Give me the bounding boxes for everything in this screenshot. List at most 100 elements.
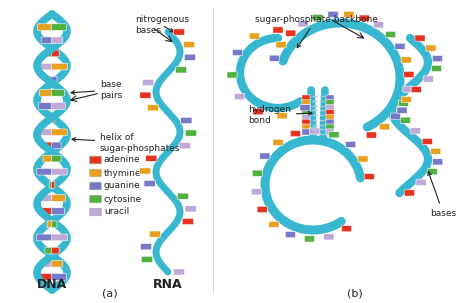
FancyBboxPatch shape (175, 67, 187, 73)
FancyBboxPatch shape (51, 63, 68, 70)
Text: RNA: RNA (153, 278, 183, 291)
FancyBboxPatch shape (38, 103, 53, 109)
FancyBboxPatch shape (300, 105, 310, 111)
FancyBboxPatch shape (422, 138, 432, 145)
FancyBboxPatch shape (404, 190, 415, 196)
FancyBboxPatch shape (302, 109, 310, 116)
FancyBboxPatch shape (37, 24, 53, 31)
FancyBboxPatch shape (431, 65, 442, 72)
FancyBboxPatch shape (260, 153, 270, 159)
FancyBboxPatch shape (51, 50, 59, 57)
FancyBboxPatch shape (269, 55, 280, 61)
FancyBboxPatch shape (366, 132, 376, 138)
Text: sugar-phosphate backbone: sugar-phosphate backbone (255, 15, 378, 48)
FancyBboxPatch shape (182, 218, 193, 225)
FancyBboxPatch shape (140, 244, 152, 250)
FancyBboxPatch shape (273, 139, 283, 145)
FancyBboxPatch shape (51, 195, 65, 201)
FancyBboxPatch shape (47, 221, 53, 228)
FancyBboxPatch shape (329, 132, 339, 138)
FancyBboxPatch shape (51, 168, 67, 175)
FancyBboxPatch shape (433, 159, 443, 165)
FancyBboxPatch shape (141, 256, 153, 262)
FancyBboxPatch shape (249, 33, 259, 39)
FancyBboxPatch shape (304, 236, 315, 242)
FancyBboxPatch shape (374, 22, 383, 28)
FancyBboxPatch shape (344, 12, 354, 18)
FancyBboxPatch shape (326, 119, 334, 125)
FancyBboxPatch shape (401, 96, 411, 103)
FancyBboxPatch shape (257, 206, 267, 213)
FancyBboxPatch shape (185, 206, 196, 212)
Text: DNA: DNA (37, 278, 67, 291)
Text: (a): (a) (102, 289, 118, 299)
FancyBboxPatch shape (173, 269, 184, 275)
FancyBboxPatch shape (139, 168, 151, 174)
FancyBboxPatch shape (432, 55, 443, 62)
FancyBboxPatch shape (51, 221, 57, 228)
FancyBboxPatch shape (411, 86, 421, 93)
FancyBboxPatch shape (326, 105, 334, 111)
FancyBboxPatch shape (326, 114, 334, 121)
FancyBboxPatch shape (403, 86, 413, 92)
FancyBboxPatch shape (326, 124, 334, 130)
Text: helix of
sugar-phosphates: helix of sugar-phosphates (72, 133, 181, 153)
FancyBboxPatch shape (269, 221, 279, 228)
FancyBboxPatch shape (276, 42, 286, 48)
FancyBboxPatch shape (36, 234, 53, 241)
FancyBboxPatch shape (51, 260, 63, 267)
FancyBboxPatch shape (177, 193, 189, 199)
FancyBboxPatch shape (232, 49, 243, 56)
FancyBboxPatch shape (324, 234, 334, 240)
FancyBboxPatch shape (253, 109, 263, 115)
FancyBboxPatch shape (143, 79, 154, 86)
FancyBboxPatch shape (51, 274, 66, 280)
Text: guanine: guanine (104, 181, 141, 191)
Text: nitrogenous
bases: nitrogenous bases (135, 15, 189, 35)
FancyBboxPatch shape (37, 168, 53, 175)
FancyBboxPatch shape (37, 129, 53, 136)
Text: (b): (b) (347, 289, 363, 299)
FancyBboxPatch shape (415, 35, 425, 41)
Text: cytosine: cytosine (104, 195, 142, 204)
FancyBboxPatch shape (147, 105, 159, 111)
FancyBboxPatch shape (36, 63, 53, 70)
FancyBboxPatch shape (310, 128, 320, 134)
FancyBboxPatch shape (90, 169, 101, 177)
FancyBboxPatch shape (302, 124, 310, 130)
FancyBboxPatch shape (398, 100, 409, 106)
FancyBboxPatch shape (290, 131, 301, 137)
FancyBboxPatch shape (326, 109, 334, 116)
FancyBboxPatch shape (51, 37, 63, 44)
FancyBboxPatch shape (391, 113, 401, 119)
FancyBboxPatch shape (90, 156, 101, 164)
FancyBboxPatch shape (397, 107, 407, 113)
FancyBboxPatch shape (358, 156, 368, 162)
FancyBboxPatch shape (302, 129, 310, 135)
FancyBboxPatch shape (252, 170, 263, 176)
FancyBboxPatch shape (41, 37, 53, 44)
FancyBboxPatch shape (395, 43, 405, 49)
FancyBboxPatch shape (51, 181, 55, 188)
FancyBboxPatch shape (51, 155, 61, 162)
FancyBboxPatch shape (380, 124, 390, 130)
FancyBboxPatch shape (51, 208, 64, 215)
FancyBboxPatch shape (227, 72, 237, 78)
FancyBboxPatch shape (385, 31, 396, 38)
FancyBboxPatch shape (41, 260, 53, 267)
FancyBboxPatch shape (302, 114, 310, 121)
FancyBboxPatch shape (401, 57, 411, 63)
Text: adenine: adenine (104, 155, 141, 165)
FancyBboxPatch shape (359, 15, 369, 21)
Text: base
pairs: base pairs (71, 80, 122, 100)
Text: thymine: thymine (104, 168, 142, 178)
FancyBboxPatch shape (179, 143, 191, 149)
FancyBboxPatch shape (286, 30, 296, 36)
FancyBboxPatch shape (431, 148, 441, 155)
FancyBboxPatch shape (51, 142, 61, 149)
FancyBboxPatch shape (51, 24, 66, 31)
FancyBboxPatch shape (51, 89, 64, 96)
FancyBboxPatch shape (341, 226, 352, 232)
FancyBboxPatch shape (90, 182, 101, 190)
FancyBboxPatch shape (298, 21, 308, 27)
